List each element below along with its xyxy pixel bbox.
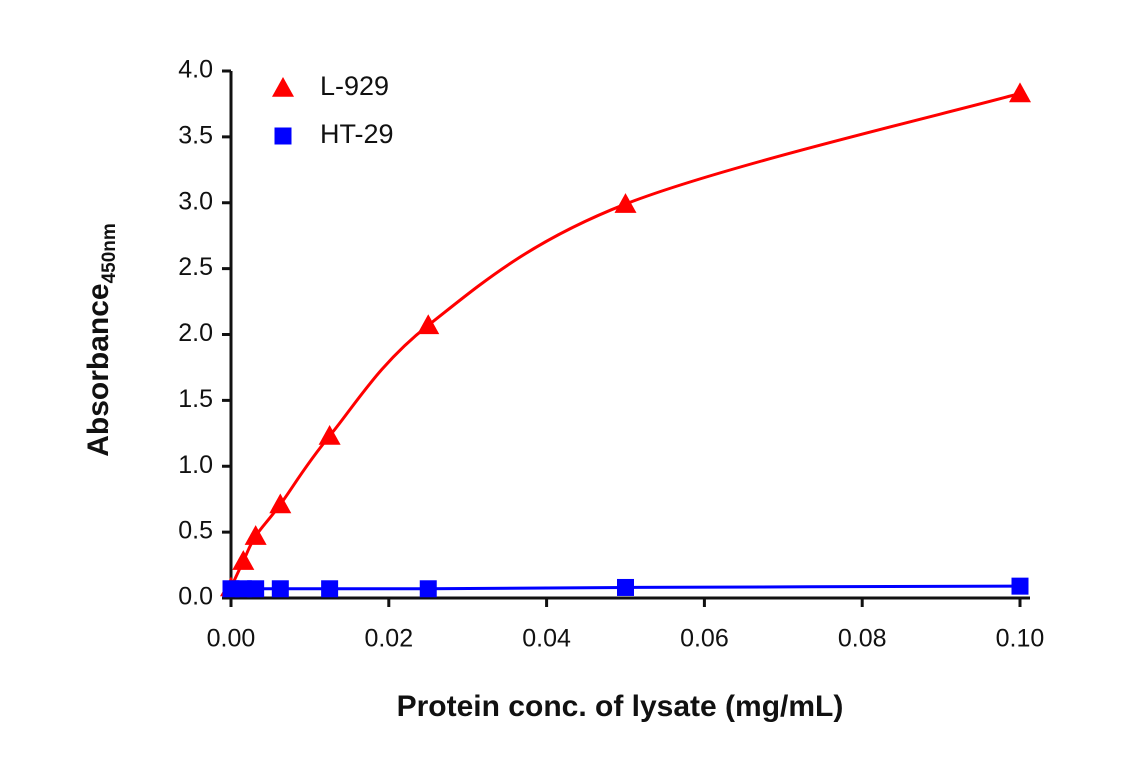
y-tick-label: 3.0 bbox=[178, 187, 213, 215]
y-tick-label: 2.5 bbox=[178, 253, 213, 281]
fit-line bbox=[229, 91, 1021, 589]
y-tick-label: 0.5 bbox=[178, 517, 213, 545]
y-axis-title: Absorbance450nm bbox=[82, 223, 120, 457]
data-point bbox=[419, 580, 437, 598]
y-tick-label: 4.0 bbox=[178, 56, 213, 84]
y-tick-label: 2.0 bbox=[178, 319, 213, 347]
legend-marker bbox=[272, 77, 294, 97]
data-point bbox=[417, 314, 440, 335]
data-point bbox=[244, 525, 267, 545]
y-tick-label: 0.0 bbox=[178, 583, 213, 611]
data-point bbox=[321, 580, 339, 598]
legend-label: HT-29 bbox=[320, 119, 394, 149]
x-axis-title: Protein conc. of lysate (mg/mL) bbox=[397, 690, 844, 723]
data-point bbox=[1009, 82, 1031, 103]
legend-marker bbox=[274, 127, 292, 145]
x-tick-label: 0.02 bbox=[364, 625, 413, 653]
data-point bbox=[271, 580, 289, 598]
x-tick-label: 0.06 bbox=[680, 625, 729, 653]
data-point bbox=[232, 550, 255, 570]
y-tick-label: 3.5 bbox=[178, 121, 213, 149]
x-tick-label: 0.00 bbox=[207, 625, 256, 653]
y-axis-title-main: Absorbance bbox=[82, 283, 115, 456]
x-tick-label: 0.04 bbox=[522, 625, 571, 653]
data-point bbox=[247, 580, 265, 598]
x-tick-label: 0.08 bbox=[838, 625, 887, 653]
legend-label: L-929 bbox=[320, 71, 389, 101]
data-point bbox=[1011, 577, 1029, 595]
y-axis-title-subscript: 450nm bbox=[99, 223, 120, 283]
x-tick-label: 0.10 bbox=[996, 625, 1045, 653]
data-point bbox=[318, 424, 341, 445]
data-point bbox=[617, 578, 634, 596]
y-tick-label: 1.0 bbox=[178, 451, 213, 479]
data-point bbox=[614, 193, 637, 213]
y-tick-label: 1.5 bbox=[178, 385, 213, 413]
data-point bbox=[269, 493, 292, 514]
